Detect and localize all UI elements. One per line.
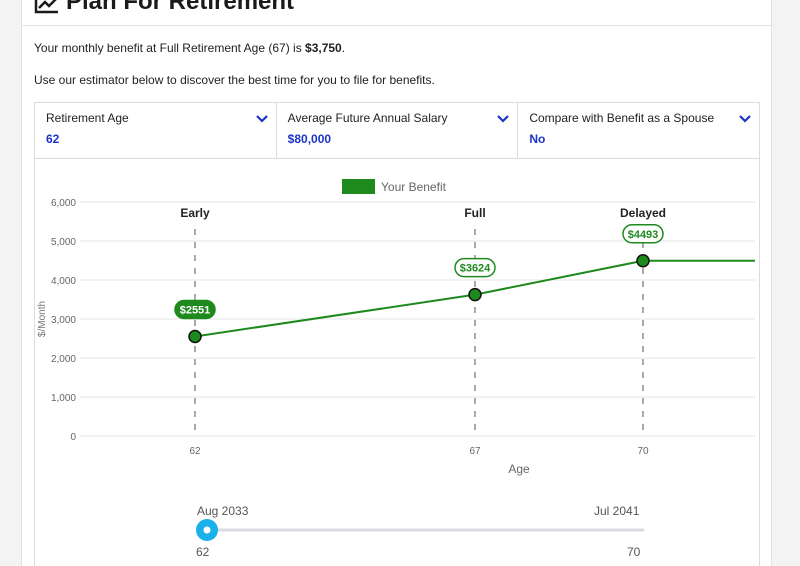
series-line bbox=[194, 259, 755, 338]
x-tick-label: 62 bbox=[189, 446, 201, 457]
retirement-age-label: Retirement Age bbox=[46, 111, 129, 125]
retirement-age-value: 62 bbox=[46, 132, 60, 146]
future-salary-value: $80,000 bbox=[287, 132, 332, 146]
legend-swatch bbox=[342, 179, 375, 194]
spouse-compare-value: No bbox=[529, 132, 546, 146]
data-point bbox=[188, 329, 202, 344]
retirement-card: Plan For Retirement Your monthly benefit… bbox=[21, 0, 773, 566]
chevron-down-icon bbox=[739, 115, 751, 123]
spouse-compare-label: Compare with Benefit as a Spouse bbox=[529, 111, 715, 125]
y-tick-label: 1,000 bbox=[51, 393, 76, 404]
chevron-down-icon bbox=[497, 115, 510, 123]
slider-min-label: 62 bbox=[196, 545, 210, 559]
data-label-bubble bbox=[174, 299, 216, 320]
benefit-amount: $3,750 bbox=[305, 41, 342, 55]
data-label-bubble bbox=[454, 257, 496, 278]
slider-max-label: 70 bbox=[627, 545, 641, 559]
y-tick-label: 0 bbox=[70, 432, 76, 443]
y-axis-label: $/Month bbox=[37, 301, 48, 337]
data-label: $3624 bbox=[460, 263, 491, 275]
chart-trend-icon bbox=[34, 0, 58, 14]
future-salary-select[interactable]: Average Future Annual Salary $80,000 bbox=[277, 103, 519, 158]
spouse-compare-select[interactable]: Compare with Benefit as a Spouse No bbox=[518, 103, 759, 158]
y-tick-label: 3,000 bbox=[51, 315, 76, 326]
page-title: Plan For Retirement bbox=[66, 0, 295, 15]
data-point bbox=[468, 287, 482, 302]
retirement-age-select[interactable]: Retirement Age 62 bbox=[35, 103, 277, 158]
y-tick-label: 2,000 bbox=[51, 354, 76, 365]
legend-label: Your Benefit bbox=[381, 180, 447, 194]
slider-end-date: Jul 2041 bbox=[594, 504, 640, 518]
marker-label: Delayed bbox=[620, 206, 666, 220]
data-label: $4493 bbox=[628, 229, 659, 241]
estimator-text: Use our estimator below to discover the … bbox=[34, 73, 435, 87]
card-header: Plan For Retirement bbox=[22, 0, 773, 26]
benefit-summary: Your monthly benefit at Full Retirement … bbox=[34, 41, 345, 55]
marker-label: Full bbox=[464, 206, 485, 220]
benefit-prefix: Your monthly benefit at Full Retirement … bbox=[34, 41, 306, 55]
data-point bbox=[636, 254, 650, 268]
y-tick-label: 6,000 bbox=[51, 198, 76, 209]
x-tick-label: 67 bbox=[469, 446, 481, 457]
data-label: $2551 bbox=[180, 305, 211, 317]
chart-container: Your Benefit 0 1,000 2,000 3,000 4,000 5,000 6,… bbox=[34, 159, 760, 566]
slider-handle-dot bbox=[203, 526, 211, 534]
slider-start-date: Aug 2033 bbox=[197, 504, 249, 518]
y-tick-label: 4,000 bbox=[51, 276, 76, 287]
y-tick-label: 5,000 bbox=[51, 237, 76, 248]
marker-label: Early bbox=[180, 206, 210, 220]
benefit-chart: Your Benefit 0 1,000 2,000 3,000 4,000 5,000 6,… bbox=[37, 179, 755, 541]
x-axis-label: Age bbox=[508, 462, 530, 476]
data-label-bubble bbox=[622, 224, 664, 244]
chevron-down-icon bbox=[255, 115, 268, 123]
x-tick-label: 70 bbox=[637, 446, 649, 457]
future-salary-label: Average Future Annual Salary bbox=[287, 111, 448, 125]
selector-row: Retirement Age 62 Average Future Annual … bbox=[34, 102, 760, 159]
benefit-suffix: . bbox=[341, 41, 346, 55]
